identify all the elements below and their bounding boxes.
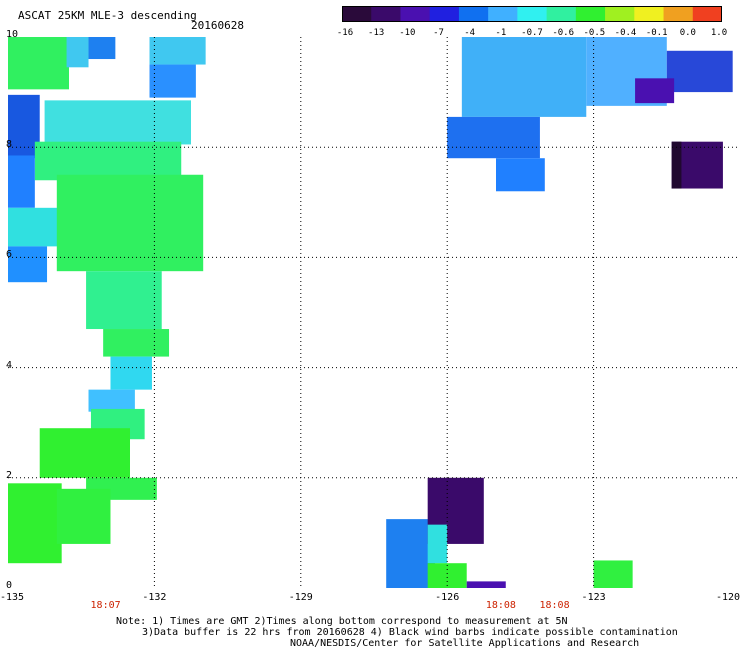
wind-cell — [466, 581, 506, 588]
colorbar-label: -0.4 — [614, 28, 637, 38]
lon-tick-label: -132 — [142, 592, 167, 603]
colorbar-swatch — [692, 6, 722, 22]
colorbar-swatch — [634, 6, 665, 22]
colorbar-label: -4 — [464, 28, 476, 38]
wind-cell — [86, 271, 162, 330]
colorbar-label: -0.7 — [521, 28, 543, 38]
lat-tick-label: 2 — [6, 469, 13, 481]
colorbar-label: -7 — [433, 28, 444, 38]
footer-note-3: NOAA/NESDIS/Center for Satellite Applica… — [290, 638, 640, 649]
colorbar-label: -10 — [399, 28, 416, 38]
wind-cell — [635, 78, 675, 104]
colorbar-label: 0.0 — [679, 28, 696, 38]
lat-tick-label: 6 — [6, 249, 13, 261]
colorbar-swatch — [546, 6, 577, 22]
wind-cell — [666, 50, 733, 93]
wind-cell — [149, 64, 196, 98]
footer-note-1: Note: 1) Times are GMT 2)Times along bot… — [116, 616, 568, 627]
lat-tick-label: 10 — [6, 29, 19, 40]
wind-cell — [110, 356, 152, 390]
colorbar-swatch — [517, 6, 548, 22]
colorbar-label: -1 — [495, 28, 507, 38]
wind-cell — [671, 141, 682, 189]
colorbar-swatch — [605, 6, 635, 22]
wind-cell — [8, 94, 40, 159]
colorbar-label: -0.5 — [583, 28, 606, 38]
wind-cell — [56, 488, 111, 544]
wind-cell — [447, 116, 540, 159]
wind-cell — [8, 155, 35, 208]
pass-time-label: 18:07 — [90, 600, 121, 611]
lon-tick-label: -126 — [435, 592, 460, 603]
wind-cell — [103, 329, 170, 357]
pass-time-label: 18:08 — [539, 600, 570, 611]
wind-cell — [149, 37, 206, 65]
colorbar — [342, 6, 722, 22]
wind-cell — [8, 207, 60, 247]
wind-cell — [88, 37, 116, 60]
wind-cell — [34, 141, 182, 181]
map-title: ASCAT 25KM MLE-3 descending — [18, 9, 197, 22]
lat-tick-label: 8 — [6, 139, 13, 151]
lon-tick-label: -120 — [715, 592, 740, 603]
wind-cell — [56, 174, 204, 272]
lat-tick-label: 4 — [6, 359, 13, 371]
colorbar-swatch — [488, 6, 518, 22]
wind-cell — [427, 563, 467, 588]
lon-tick-label: -123 — [581, 592, 606, 603]
lat-tick-label: 0 — [6, 580, 13, 591]
lon-tick-label: -129 — [288, 592, 313, 603]
footer-note-2: 3)Data buffer is 22 hrs from 20160628 4)… — [142, 627, 678, 638]
colorbar-label: 1.0 — [710, 28, 728, 38]
colorbar-frame — [342, 6, 722, 22]
colorbar-label: -0.1 — [645, 28, 668, 38]
colorbar-swatch — [663, 6, 694, 22]
wind-cell — [461, 37, 587, 117]
colorbar-swatch — [575, 6, 606, 22]
wind-cell — [44, 100, 191, 145]
colorbar-label: -16 — [336, 28, 354, 38]
colorbar-label: -13 — [368, 28, 385, 38]
colorbar-swatch — [429, 6, 460, 22]
colorbar-swatch — [342, 6, 372, 22]
wind-map-plot — [8, 37, 740, 588]
wind-cell — [8, 37, 69, 90]
lon-tick-label: -135 — [0, 592, 25, 603]
wind-cell — [427, 524, 448, 564]
wind-cell — [8, 246, 48, 283]
colorbar-swatch — [371, 6, 401, 22]
colorbar-swatch — [458, 6, 489, 22]
wind-cell — [496, 158, 545, 192]
colorbar-swatch — [400, 6, 431, 22]
wind-cell — [593, 560, 633, 588]
wind-cell — [66, 37, 89, 68]
pass-time-label: 18:08 — [485, 600, 516, 611]
colorbar-label: -0.6 — [552, 28, 574, 38]
wind-cell — [39, 428, 130, 478]
wind-cell — [386, 519, 435, 588]
map-date: 20160628 — [191, 19, 244, 32]
wind-cell — [8, 483, 62, 564]
wind-cell — [88, 389, 135, 412]
